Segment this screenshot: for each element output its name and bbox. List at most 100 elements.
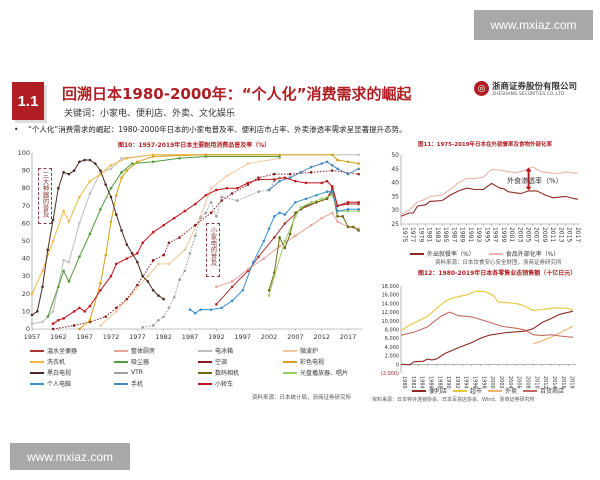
x-tick-label: 1998 (480, 376, 486, 389)
data-point (246, 162, 250, 165)
y-tick-label: 45 (391, 166, 399, 173)
x-tick-label: 2004 (507, 376, 513, 389)
data-point (109, 220, 113, 223)
data-point (78, 195, 81, 199)
data-point (72, 324, 76, 327)
data-point (194, 202, 197, 206)
series-line (53, 170, 359, 330)
data-point (125, 257, 129, 260)
data-point (288, 232, 292, 236)
data-point (273, 236, 276, 239)
y-tick-label: 0 (396, 362, 399, 368)
x-tick-label: 2009 (541, 227, 548, 242)
x-tick-label: 1962 (50, 333, 67, 341)
data-point (99, 288, 102, 292)
data-point (72, 169, 76, 172)
legend-label: 数码相机 (215, 370, 240, 377)
y-tick-label: 16,000 (382, 293, 400, 299)
series-line (52, 177, 359, 325)
data-point (83, 158, 86, 162)
data-point (67, 260, 71, 264)
x-tick-label: 1981 (426, 227, 433, 242)
legend-swatch (412, 389, 426, 392)
data-point (30, 322, 34, 326)
data-point (288, 176, 292, 179)
data-point (125, 243, 129, 246)
series-整体厨房 (215, 211, 360, 289)
series-line (268, 161, 359, 191)
data-point (83, 310, 86, 313)
data-point (62, 269, 65, 273)
x-tick-label: 1980 (401, 376, 407, 389)
annotation-small-appliances: 小家电的普及 (206, 223, 220, 277)
data-point (230, 299, 234, 303)
data-point (336, 167, 339, 171)
data-point (220, 306, 223, 310)
x-tick-label: 2016 (560, 376, 566, 389)
series-外卖 (533, 325, 574, 345)
x-tick-label: 1984 (419, 376, 425, 389)
data-point (183, 209, 187, 213)
annotation-three-treasures: 三大神器的普及 (38, 168, 52, 224)
legend-item: 超市 (453, 386, 482, 395)
logo-cn: 浙商证券股份有限公司 (492, 82, 578, 92)
data-point (51, 310, 55, 313)
data-point (41, 320, 44, 324)
legend-label: 电冰箱 (215, 348, 234, 355)
series-小轿车 (51, 176, 360, 326)
series-食品外部化率（%） (400, 166, 578, 215)
data-point (194, 223, 197, 227)
legend-item: 微波炉 (283, 346, 373, 355)
y-tick-label: 20 (22, 290, 30, 298)
series-line (216, 212, 359, 288)
data-point (183, 269, 187, 273)
x-tick-label: 2014 (551, 376, 557, 389)
y-tick-label: 60 (22, 219, 30, 227)
x-tick-label: 2012 (542, 376, 548, 389)
data-point (325, 190, 329, 194)
x-tick-label: 1985 (442, 227, 449, 242)
x-tick-label: 1994 (463, 376, 469, 389)
data-point (320, 197, 324, 201)
data-point (257, 178, 260, 181)
data-point (88, 179, 92, 183)
series-便利店 (400, 310, 574, 366)
chart12-title: 图12：1980-2019年日本各零售业态销售额（十亿日元） (418, 270, 577, 277)
data-point (236, 199, 239, 202)
data-point (336, 204, 339, 208)
legend-label: 黑白电视 (47, 370, 72, 377)
data-point (88, 318, 92, 322)
legend-label: 手机 (131, 381, 144, 388)
series-line (31, 154, 280, 295)
series-手机 (267, 160, 360, 192)
watermark-bottom: www.mxiaz.com (10, 443, 130, 470)
data-point (330, 190, 334, 194)
data-point (167, 306, 171, 310)
legend-item: 整体厨房 (114, 346, 198, 355)
data-point (325, 179, 329, 183)
data-point (178, 236, 181, 239)
data-point (357, 208, 360, 211)
data-point (120, 176, 123, 179)
series-黑白电视 (30, 158, 165, 317)
legend-swatch (283, 360, 297, 363)
data-point (72, 310, 76, 313)
data-point (294, 215, 297, 218)
x-tick-label: 1997 (492, 227, 499, 242)
data-point (357, 172, 360, 176)
x-tick-label: 1995 (483, 227, 490, 242)
company-logo: ◎ 浙商证券股份有限公司 ZHESHANG SECURITIES CO.,LTD (474, 80, 577, 97)
x-tick-label: 1986 (427, 376, 433, 389)
x-tick-label: 1957 (24, 333, 41, 341)
data-point (62, 209, 65, 213)
data-point (283, 213, 287, 216)
x-tick-label: 1967 (76, 333, 93, 341)
data-point (315, 193, 318, 197)
data-point (78, 306, 81, 310)
x-tick-label: 2002 (261, 333, 278, 341)
legend-swatch (30, 360, 44, 363)
data-point (114, 262, 118, 266)
legend-swatch (488, 252, 503, 255)
chart10-legend: 温水坐便器 整体厨房 电冰箱 微波炉 洗衣机 吸尘器 空调 彩色电视 黑白电视 VTR 数码相机 光盘… (30, 346, 370, 388)
data-point (304, 181, 308, 185)
